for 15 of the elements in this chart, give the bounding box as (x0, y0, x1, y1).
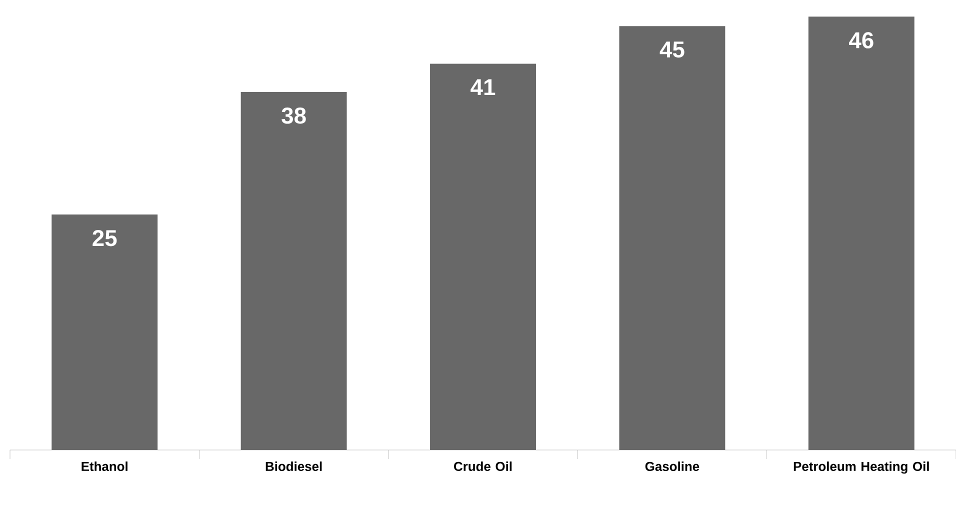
data-label: 41 (470, 79, 496, 96)
bar (808, 16, 914, 450)
data-label: 45 (660, 42, 684, 58)
x-tick-label: Crude Oil (454, 462, 512, 472)
data-label: 46 (849, 32, 874, 48)
data-label: 25 (92, 230, 117, 246)
bar (430, 64, 536, 450)
data-label: 38 (282, 108, 306, 124)
x-tick-label: Gasoline (645, 462, 700, 472)
x-tick-label: Biodiesel (266, 462, 322, 472)
bar (52, 214, 158, 450)
bar (619, 26, 726, 450)
x-tick-label: Ethanol (82, 462, 128, 472)
x-tick-label: Petroleum Heating Oil (794, 462, 929, 474)
bar (240, 92, 347, 450)
